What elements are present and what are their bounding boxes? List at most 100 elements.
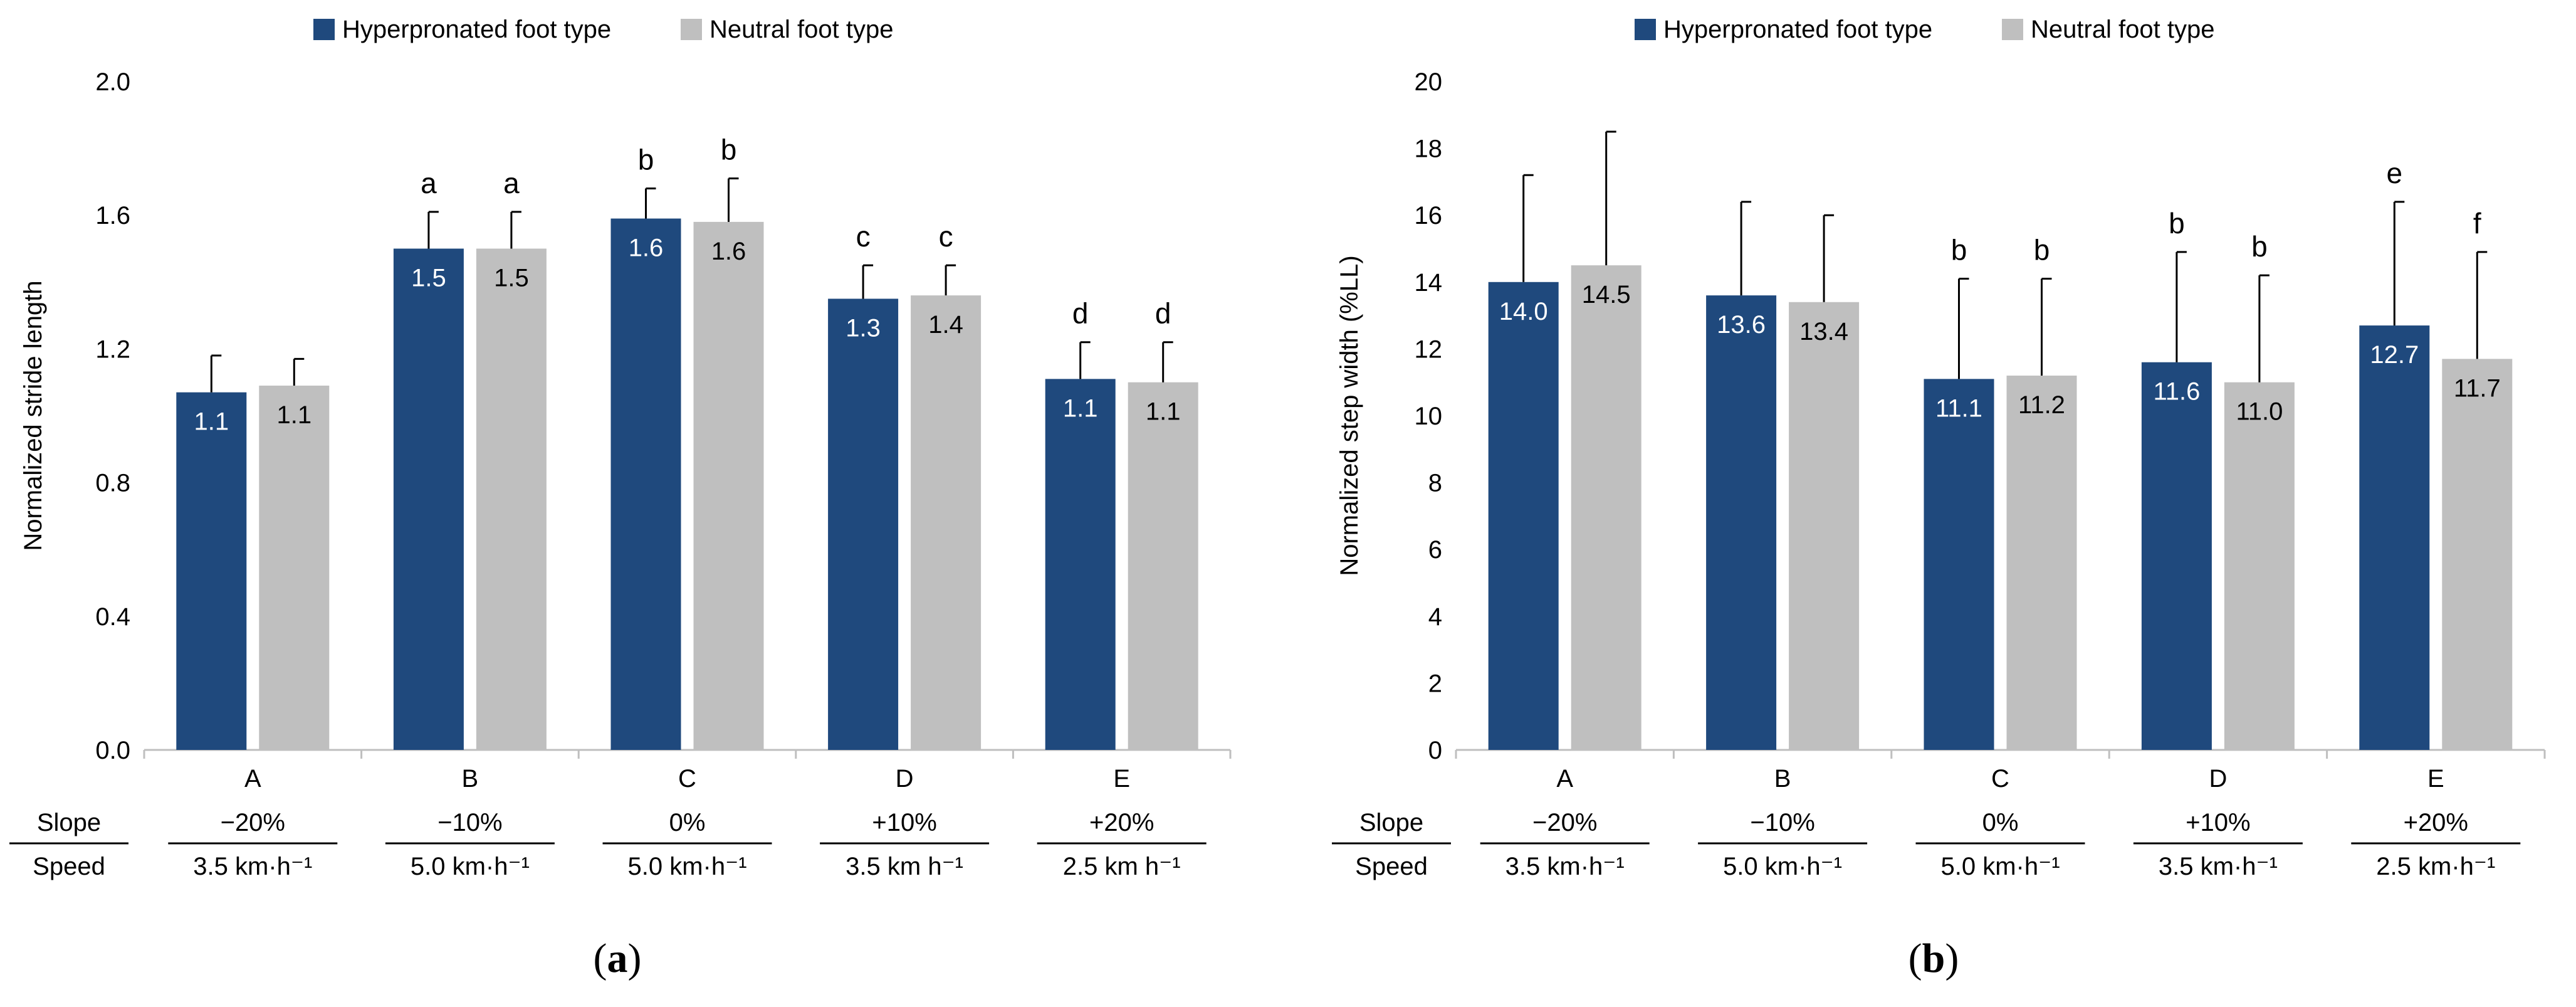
bar-hyperpronated xyxy=(176,392,247,750)
y-tick-label: 0.8 xyxy=(95,470,130,497)
panel-label-paren: ) xyxy=(628,936,642,981)
bar-hyperpronated xyxy=(2359,325,2430,750)
panel-label-paren: ) xyxy=(1945,936,1959,981)
y-tick-label: 8 xyxy=(1428,470,1442,497)
data-label: 1.6 xyxy=(711,238,746,265)
category-label: D xyxy=(2209,765,2227,793)
slope-value: 0% xyxy=(1982,809,2019,836)
row-label-slope: Slope xyxy=(37,809,101,836)
legend-swatch-hyperpronated xyxy=(313,19,335,40)
category-label: A xyxy=(244,765,261,793)
bar-hyperpronated xyxy=(1488,282,1559,750)
significance-letter: c xyxy=(939,220,953,253)
category-label: C xyxy=(1991,765,2009,793)
panel-label-letter: b xyxy=(1922,936,1945,981)
y-tick-label: 2 xyxy=(1428,670,1442,697)
chart-panel-b: Hyperpronated foot type Neutral foot type… xyxy=(1332,16,2546,981)
category-label: C xyxy=(678,765,696,793)
y-tick-label: 18 xyxy=(1415,135,1443,163)
bar-hyperpronated xyxy=(610,218,681,750)
bar-neutral xyxy=(1571,265,1641,750)
y-tick-label: 16 xyxy=(1415,202,1443,229)
bar-hyperpronated xyxy=(2141,362,2212,750)
data-label: 13.6 xyxy=(1717,311,1766,339)
speed-value: 3.5 km h⁻¹ xyxy=(846,853,963,880)
y-tick-label: 10 xyxy=(1415,403,1443,430)
slope-value: −20% xyxy=(1532,809,1597,836)
slope-value: +20% xyxy=(1089,809,1154,836)
slope-value: −20% xyxy=(221,809,285,836)
significance-letter: e xyxy=(2387,157,2403,189)
slope-value: +10% xyxy=(2186,809,2250,836)
category-label: B xyxy=(462,765,479,793)
data-label: 1.1 xyxy=(1063,394,1098,422)
significance-letter: f xyxy=(2473,207,2481,240)
speed-value: 5.0 km·h⁻¹ xyxy=(627,853,746,880)
category-label: B xyxy=(1774,765,1791,793)
significance-letter: a xyxy=(503,167,520,199)
data-label: 11.0 xyxy=(2236,398,2283,426)
speed-value: 5.0 km·h⁻¹ xyxy=(1723,853,1842,880)
category-label: A xyxy=(1556,765,1573,793)
data-label: 11.6 xyxy=(2153,378,2200,406)
y-tick-label: 0.4 xyxy=(95,603,130,631)
data-label: 1.3 xyxy=(846,314,881,342)
category-label: E xyxy=(2427,765,2444,793)
y-tick-label: 1.2 xyxy=(95,335,130,363)
speed-value: 3.5 km·h⁻¹ xyxy=(2159,853,2278,880)
significance-letter: b xyxy=(1951,233,1967,266)
category-label: D xyxy=(896,765,914,793)
category-label: E xyxy=(1113,765,1130,793)
panel-label-paren: ( xyxy=(1908,936,1922,981)
speed-value: 2.5 km·h⁻¹ xyxy=(2376,853,2495,880)
legend: Hyperpronated foot type Neutral foot type xyxy=(313,16,894,43)
bar-hyperpronated xyxy=(393,248,464,750)
y-tick-label: 1.6 xyxy=(95,202,130,229)
data-label: 13.4 xyxy=(1799,318,1848,345)
data-label: 11.1 xyxy=(1935,394,1982,422)
legend-label: Hyperpronated foot type xyxy=(342,16,611,43)
legend-label: Hyperpronated foot type xyxy=(1663,16,1932,43)
chart-panel-a: Hyperpronated foot type Neutral foot type… xyxy=(9,16,1232,981)
bar-neutral xyxy=(1128,382,1198,750)
bar-hyperpronated xyxy=(828,298,899,750)
data-label: 11.2 xyxy=(2018,391,2065,419)
bar-hyperpronated xyxy=(1924,379,1994,750)
panel-label-letter: a xyxy=(607,936,628,981)
speed-value: 3.5 km·h⁻¹ xyxy=(193,853,312,880)
slope-value: +10% xyxy=(872,809,936,836)
bar-neutral xyxy=(476,248,547,750)
y-tick-label: 4 xyxy=(1428,603,1442,631)
bar-hyperpronated xyxy=(1706,295,1777,750)
bar-neutral xyxy=(2224,382,2295,750)
data-label: 11.7 xyxy=(2454,374,2501,402)
data-label: 14.5 xyxy=(1582,281,1631,308)
significance-letter: c xyxy=(856,220,871,253)
row-label-speed: Speed xyxy=(1355,853,1428,880)
y-tick-label: 20 xyxy=(1415,68,1443,96)
data-label: 14.0 xyxy=(1499,298,1548,325)
data-label: 1.1 xyxy=(276,401,312,429)
legend: Hyperpronated foot type Neutral foot type xyxy=(1635,16,2215,43)
significance-letter: a xyxy=(421,167,437,199)
bar-neutral xyxy=(1789,302,1860,750)
bar-neutral xyxy=(2442,359,2513,750)
data-label: 1.1 xyxy=(1146,398,1181,426)
significance-letter: b xyxy=(638,144,654,176)
significance-letter: b xyxy=(2169,207,2185,240)
data-label: 1.4 xyxy=(928,311,963,339)
significance-letter: b xyxy=(721,134,737,166)
legend-swatch-neutral xyxy=(681,19,702,40)
speed-value: 3.5 km·h⁻¹ xyxy=(1505,853,1625,880)
slope-value: −10% xyxy=(1750,809,1814,836)
y-tick-label: 6 xyxy=(1428,536,1442,564)
y-tick-label: 0.0 xyxy=(95,737,130,764)
legend-swatch-neutral xyxy=(2002,19,2023,40)
bar-neutral xyxy=(2006,376,2077,750)
legend-label: Neutral foot type xyxy=(709,16,894,43)
data-label: 1.6 xyxy=(629,235,664,262)
bar-neutral xyxy=(693,221,764,750)
y-tick-label: 12 xyxy=(1415,335,1443,363)
